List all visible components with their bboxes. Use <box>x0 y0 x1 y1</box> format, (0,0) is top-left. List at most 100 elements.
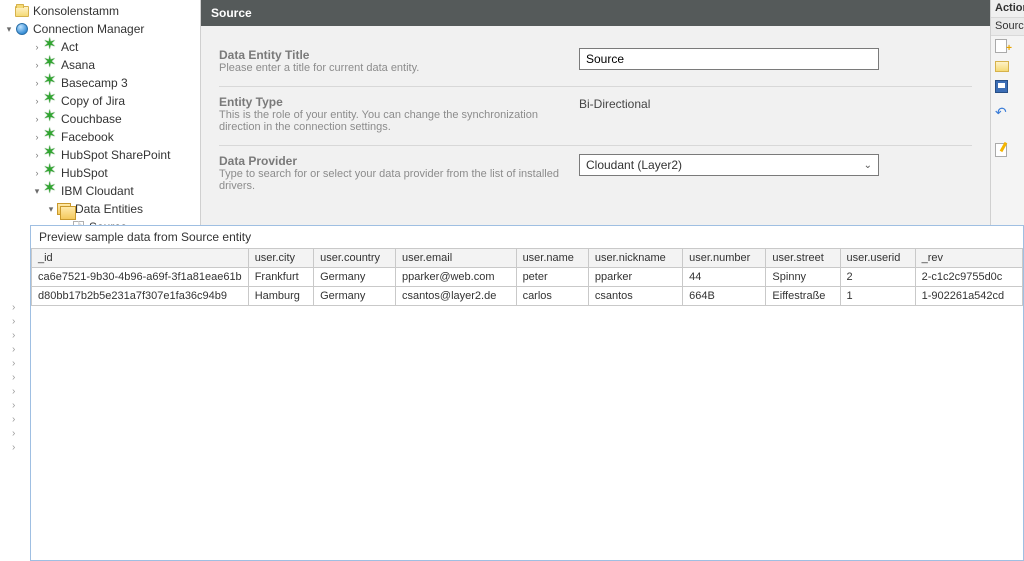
table-cell: Hamburg <box>248 287 313 306</box>
tree-data-entities[interactable]: Data Entities <box>0 200 200 218</box>
expand-toggle-icon[interactable] <box>32 150 42 160</box>
tree-connection-label: IBM Cloudant <box>61 184 134 198</box>
expand-toggle-icon[interactable] <box>32 186 42 197</box>
table-cell: 2 <box>840 268 915 287</box>
preview-panel: Preview sample data from Source entity _… <box>30 225 1024 561</box>
tree-connection[interactable]: Copy of Jira <box>0 92 200 110</box>
expand-toggle-icon[interactable] <box>32 114 42 124</box>
actions-panel: Actions Source ↶ <box>990 0 1024 225</box>
table-row[interactable]: ca6e7521-9b30-4b96-a69f-3f1a81eae61bFran… <box>32 268 1023 287</box>
tree-connection-label: HubSpot <box>61 166 108 180</box>
table-cell: csantos@layer2.de <box>396 287 517 306</box>
main-header: Source <box>201 0 990 26</box>
tree-connection[interactable]: Act <box>0 38 200 56</box>
expand-toggle-icon[interactable] <box>46 204 56 215</box>
action-new[interactable] <box>991 36 1024 56</box>
connection-icon <box>42 147 58 163</box>
tree-connection-label: Copy of Jira <box>61 94 125 108</box>
table-cell: pparker <box>588 268 682 287</box>
tree-panel: Konsolenstamm Connection Manager ActAsan… <box>0 0 200 225</box>
new-icon <box>995 39 1007 53</box>
tree-root[interactable]: Konsolenstamm <box>0 2 200 20</box>
tree-connection-label: Facebook <box>61 130 114 144</box>
tree-connection[interactable]: Asana <box>0 56 200 74</box>
table-cell: carlos <box>516 287 588 306</box>
column-header[interactable]: user.street <box>766 249 840 268</box>
expand-toggle-icon[interactable] <box>32 42 42 52</box>
column-header[interactable]: user.city <box>248 249 313 268</box>
tree-connection[interactable]: HubSpot SharePoint <box>0 146 200 164</box>
globe-icon <box>14 21 30 37</box>
main-header-title: Source <box>211 6 252 20</box>
save-icon <box>995 80 1008 93</box>
column-header[interactable]: user.name <box>516 249 588 268</box>
edit-icon <box>995 143 1007 157</box>
table-cell: Frankfurt <box>248 268 313 287</box>
form-area: Data Entity TitlePlease enter a title fo… <box>201 26 990 225</box>
form-label-title: Entity Type <box>219 95 579 109</box>
actions-sub: Source <box>991 18 1024 36</box>
action-open[interactable] <box>991 56 1024 76</box>
chevron-down-icon: ⌄ <box>864 160 872 171</box>
action-undo[interactable]: ↶ <box>991 102 1024 122</box>
tree-cm-label: Connection Manager <box>33 22 144 36</box>
main-panel: Source Data Entity TitlePlease enter a t… <box>200 0 990 225</box>
column-header[interactable]: user.email <box>396 249 517 268</box>
table-cell: ca6e7521-9b30-4b96-a69f-3f1a81eae61b <box>32 268 249 287</box>
expand-toggle-icon[interactable] <box>4 24 14 35</box>
column-header[interactable]: user.number <box>683 249 766 268</box>
tree-connection[interactable]: IBM Cloudant <box>0 182 200 200</box>
connection-icon <box>42 129 58 145</box>
form-label-title: Data Provider <box>219 154 579 168</box>
expand-toggle-icon[interactable] <box>32 78 42 88</box>
tree-connection-manager[interactable]: Connection Manager <box>0 20 200 38</box>
connection-icon <box>42 111 58 127</box>
table-cell: Germany <box>314 287 396 306</box>
column-header[interactable]: _id <box>32 249 249 268</box>
expand-toggle-icon[interactable] <box>32 132 42 142</box>
form-label-desc: Please enter a title for current data en… <box>219 62 579 74</box>
actions-header: Actions <box>991 0 1024 18</box>
preview-title: Preview sample data from Source entity <box>31 226 1023 248</box>
form-label-desc: This is the role of your entity. You can… <box>219 109 579 133</box>
table-cell: 44 <box>683 268 766 287</box>
tree-connection[interactable]: Couchbase <box>0 110 200 128</box>
table-cell: 1 <box>840 287 915 306</box>
column-header[interactable]: user.country <box>314 249 396 268</box>
column-header[interactable]: _rev <box>915 249 1022 268</box>
undo-icon: ↶ <box>995 105 1007 119</box>
entity-title-input[interactable] <box>579 48 879 70</box>
tree-connection[interactable]: Basecamp 3 <box>0 74 200 92</box>
table-cell: csantos <box>588 287 682 306</box>
stack-icon <box>56 201 72 217</box>
data-provider-select[interactable]: Cloudant (Layer2)⌄ <box>579 154 879 176</box>
tree-connection[interactable]: HubSpot <box>0 164 200 182</box>
connection-icon <box>42 165 58 181</box>
preview-table: _iduser.cityuser.countryuser.emailuser.n… <box>31 248 1023 306</box>
expand-toggle-icon[interactable] <box>32 96 42 106</box>
tree-de-label: Data Entities <box>75 202 143 216</box>
column-header[interactable]: user.nickname <box>588 249 682 268</box>
table-cell: peter <box>516 268 588 287</box>
connection-icon <box>42 93 58 109</box>
table-cell: 664B <box>683 287 766 306</box>
action-edit[interactable] <box>991 140 1024 160</box>
table-cell: Eiffestraße <box>766 287 840 306</box>
form-row: Data Entity TitlePlease enter a title fo… <box>219 40 972 87</box>
form-label-title: Data Entity Title <box>219 48 579 62</box>
table-row[interactable]: d80bb17b2b5e231a7f307e1fa36c94b9HamburgG… <box>32 287 1023 306</box>
form-row: Data ProviderType to search for or selec… <box>219 146 972 204</box>
form-row: Entity TypeThis is the role of your enti… <box>219 87 972 146</box>
tree-connection-label: HubSpot SharePoint <box>61 148 170 162</box>
column-header[interactable]: user.userid <box>840 249 915 268</box>
table-cell: Spinny <box>766 268 840 287</box>
action-save[interactable] <box>991 76 1024 96</box>
table-cell: 2-c1c2c9755d0c <box>915 268 1022 287</box>
table-cell: 1-902261a542cd <box>915 287 1022 306</box>
tree-source-entity[interactable]: Source <box>0 218 200 225</box>
expand-toggle-icon[interactable] <box>32 168 42 178</box>
connection-icon <box>42 75 58 91</box>
expand-toggle-icon[interactable] <box>32 60 42 70</box>
connection-icon <box>42 39 58 55</box>
tree-connection[interactable]: Facebook <box>0 128 200 146</box>
